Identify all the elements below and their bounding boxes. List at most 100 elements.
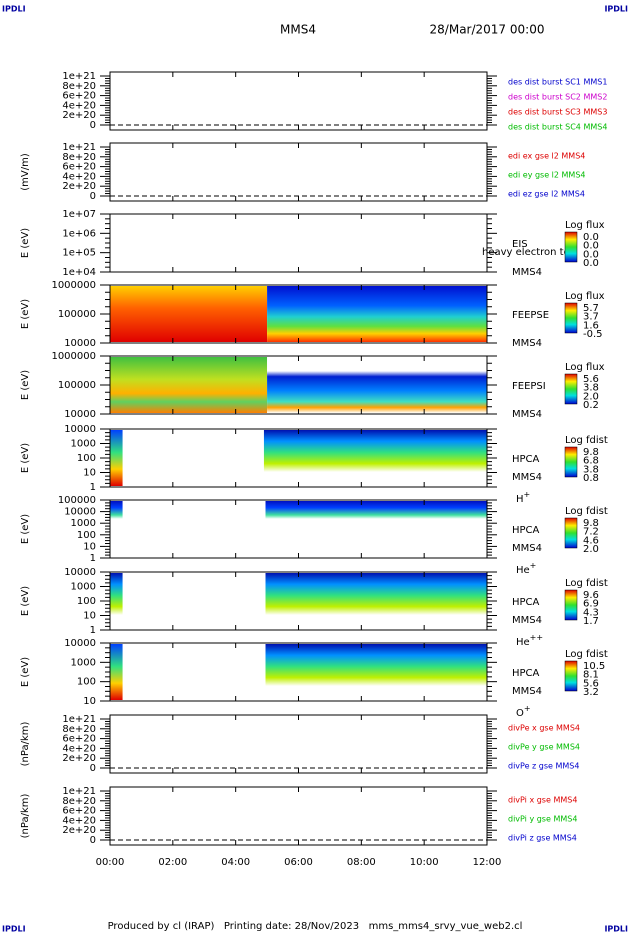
instrument-label: FEEPSI: [512, 381, 546, 392]
y-tick-label: 8e+20: [62, 81, 96, 92]
y-tick-label: 1000: [71, 518, 96, 529]
spectrogram-fill: [110, 501, 123, 557]
species-label: O+: [516, 704, 531, 720]
colorbar-label: 7.2: [583, 527, 599, 538]
y-tick-label: 100: [77, 453, 96, 464]
colorbar-title: Log flux: [565, 291, 605, 302]
panel-frame: [109, 714, 488, 774]
y-axis-label: E (eV): [20, 299, 31, 329]
footer: Produced by cl (IRAP) Printing date: 28/…: [108, 921, 523, 932]
colorbar-label: 5.6: [583, 678, 599, 689]
legend-entry: edi ez gse l2 MMS4: [508, 190, 585, 199]
colorbar-label: 0.0: [583, 249, 599, 260]
legend-entry: edi ey gse l2 MMS4: [508, 171, 586, 180]
colorbar-label: 3.7: [583, 312, 599, 323]
species-name: O: [516, 708, 524, 719]
y-tick-label: 1e+21: [62, 71, 96, 82]
y-tick-label: 1000: [71, 582, 96, 593]
y-tick-label: 10000: [64, 338, 96, 349]
spectrogram-fill: [267, 357, 487, 413]
species-charge: +: [530, 561, 537, 570]
y-tick-label: 1000000: [51, 351, 96, 362]
x-tick-label: 06:00: [284, 857, 313, 868]
colorbar-label: 3.8: [583, 383, 599, 394]
y-tick-label: 10000: [64, 638, 96, 649]
y-tick-label: 1e+06: [62, 228, 96, 239]
x-tick-label: 00:00: [96, 857, 125, 868]
instrument-label: HPCA: [512, 454, 540, 465]
y-tick-label: 1: [90, 553, 96, 564]
colorbar: [564, 231, 578, 263]
colorbar-label: 6.9: [583, 599, 599, 610]
colorbar-label: 2.0: [583, 544, 599, 555]
y-tick-label: 6e+20: [62, 734, 96, 745]
y-tick-label: 2e+20: [62, 753, 96, 764]
colorbar-label: 0.2: [583, 400, 599, 411]
y-tick-label: 6e+20: [62, 162, 96, 173]
date-title: 28/Mar/2017 00:00: [430, 23, 545, 37]
y-tick-label: 1e+21: [62, 714, 96, 725]
instrument-label: EIS: [512, 239, 528, 250]
y-axis-label: E (eV): [20, 228, 31, 258]
y-tick-label: 1e+21: [62, 142, 96, 153]
y-tick-label: 100000: [58, 495, 96, 506]
y-tick-label: 6e+20: [62, 91, 96, 102]
y-tick-label: 0: [90, 120, 96, 131]
corner-mark: IPDLI: [2, 925, 26, 934]
species-charge: +: [524, 490, 531, 499]
y-tick-label: 10000: [64, 507, 96, 518]
species-label: He++: [516, 633, 543, 649]
y-tick-label: 1e+07: [62, 209, 96, 220]
y-tick-label: 8e+20: [62, 152, 96, 163]
spacecraft-label: MMS4: [512, 615, 542, 626]
y-tick-label: 0: [90, 763, 96, 774]
species-charge: +: [524, 704, 531, 713]
y-tick-label: 1: [90, 625, 96, 636]
y-tick-label: 10000: [64, 567, 96, 578]
colorbar-label: 1.7: [583, 616, 599, 627]
legend-entry: divPi z gse MMS4: [508, 834, 577, 843]
legend-entry: divPe z gse MMS4: [508, 762, 579, 771]
colorbar: [564, 517, 578, 549]
y-tick-label: 1e+04: [62, 267, 96, 278]
y-tick-label: 100000: [58, 309, 96, 320]
spectrogram-fill: [265, 644, 487, 700]
species-name: He: [516, 565, 530, 576]
instrument-label: HPCA: [512, 668, 540, 679]
y-axis-label: E (eV): [20, 370, 31, 400]
y-tick-label: 4e+20: [62, 743, 96, 754]
panel-frame: [109, 142, 488, 202]
y-axis-label: E (eV): [20, 514, 31, 544]
y-tick-label: 100000: [58, 380, 96, 391]
y-tick-label: 1000: [71, 657, 96, 668]
y-tick-label: 100: [77, 530, 96, 541]
y-axis-label: (nPa/km): [20, 722, 31, 767]
spectrogram-fill: [110, 644, 123, 700]
y-tick-label: 2e+20: [62, 110, 96, 121]
y-axis-label: E (eV): [20, 657, 31, 687]
species-charge: ++: [530, 633, 543, 642]
y-axis-label: (nPa/km): [20, 794, 31, 839]
spectrogram-fill: [110, 430, 123, 486]
colorbar-label: -0.5: [583, 329, 603, 340]
colorbar-label: 0.0: [583, 232, 599, 243]
spectrogram-fill: [267, 286, 487, 342]
legend-entry: divPi x gse MMS4: [508, 796, 577, 805]
instrument-label: HPCA: [512, 525, 540, 536]
colorbar: [564, 302, 578, 334]
spectrogram-fill: [265, 573, 487, 629]
colorbar-label: 3.8: [583, 464, 599, 475]
colorbar-label: 4.6: [583, 535, 599, 546]
legend-entry: des dist burst SC1 MMS1: [508, 78, 607, 87]
y-tick-label: 10: [83, 541, 96, 552]
colorbar: [564, 589, 578, 621]
y-tick-label: 10: [83, 611, 96, 622]
colorbar-label: 5.7: [583, 303, 599, 314]
colorbar-label: 0.8: [583, 473, 599, 484]
spacecraft-label: MMS4: [512, 472, 542, 483]
colorbar: [564, 373, 578, 405]
legend-entry: des dist burst SC2 MMS2: [508, 93, 607, 102]
spacecraft-label: MMS4: [512, 267, 542, 278]
panel-frame: [109, 786, 488, 846]
